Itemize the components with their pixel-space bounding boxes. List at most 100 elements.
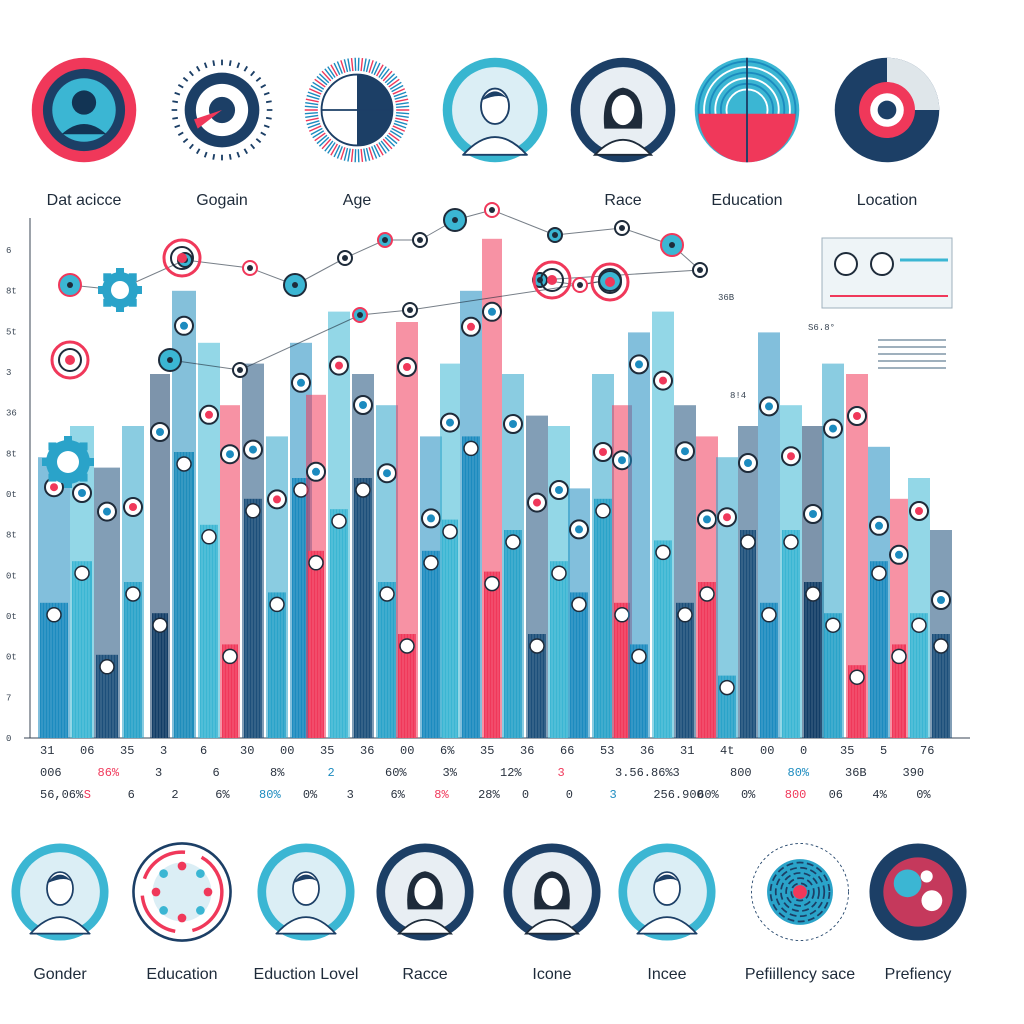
bar [38,457,70,738]
woman-portrait-icon [373,840,477,944]
gear-icon [42,436,94,488]
table-cell: 800 [784,788,807,802]
table-cell: 35 [840,744,855,758]
table-cell: 006 [40,766,62,780]
bar-marker [245,503,261,519]
table-cell: 0 [521,788,530,802]
table-cell: 31 [680,744,695,758]
table-cell: 8% [434,788,449,802]
bar-marker [571,596,587,613]
table-cell: 35 [120,744,135,758]
bar-marker [125,586,141,602]
annotation-label: 8!4 [730,391,746,401]
bar-marker [99,659,115,675]
table-cell: 31 [40,744,55,758]
bar-marker [423,555,439,571]
maze-globe-icon [748,840,852,944]
bar-marker [379,586,395,602]
bar-marker [269,596,285,613]
table-cell: 0 [800,744,808,758]
table-cell: 56,06% [40,788,84,802]
table-cell: S [83,788,91,802]
table-cell: 66 [560,744,575,758]
table-cell: 60% [385,766,407,780]
bar-marker [529,638,545,654]
bar [930,530,952,738]
bar-marker [551,565,567,581]
bar-marker [740,534,756,550]
table-cell: 8% [270,766,285,780]
table-cell: 86% [97,766,120,780]
table-cell: 3 [346,788,354,802]
striped-ring-icon [691,54,803,166]
badge-label: Gonder [33,966,87,983]
bar [822,363,844,738]
table-row: 006 86% 3 6 8% 2 60% 3% 12% 3 3.56.86% 3 800 80% 36B 39… [0,766,1024,784]
table-cell: 00 [760,744,775,758]
table-cell: 6% [215,788,230,802]
table-cell: 3.56.86% [615,766,673,780]
bar [780,405,802,738]
table-cell: 76 [920,744,935,758]
target-icon [166,54,278,166]
table-cell: 2 [327,766,335,780]
bar [420,436,442,738]
bar-marker [176,456,192,472]
table-cell: 00 [280,744,295,758]
table-cell: 4t [720,744,735,758]
table-cell: 00 [400,744,415,758]
bar-marker [595,503,611,519]
bar-marker [849,669,865,685]
bar-marker [631,648,647,665]
bar-marker [152,617,168,633]
table-cell: 390 [902,766,925,780]
y-tick-label: 0 [6,734,11,744]
target-ring-icon [162,238,202,278]
y-tick-label: 0t [6,653,17,663]
woman-portrait-icon [567,54,679,166]
man-portrait-icon [254,840,358,944]
bar [628,332,650,738]
bar [802,426,824,738]
y-tick-label: 7 [6,693,11,703]
table-cell: 2 [171,788,179,802]
badge-label: Dat acicce [46,192,122,209]
mini-legend-panel [821,237,953,309]
bar-marker [222,648,238,665]
y-tick-label: 0t [6,612,17,622]
bar [548,426,570,738]
bar-marker [805,586,821,602]
network-ring-icon [130,840,234,944]
target-ring-icon [50,340,90,380]
table-row: 31 06 35 3 6 30 00 35 36 00 6% 35 36 66 53 36 31 4t 00 0 35 5… [0,744,1024,762]
bar [482,238,502,739]
bar-marker [933,638,949,654]
bar [612,405,632,738]
table-cell: 3 [160,744,168,758]
mini-text-panel [878,339,946,369]
bar-marker [74,565,90,581]
bar-marker [484,575,500,592]
bar-marker [677,607,693,623]
bar [890,498,908,738]
table-cell: 36 [520,744,535,758]
table-cell: 53 [600,744,615,758]
table-cell: 80% [259,788,281,802]
radial-pie-icon [301,54,413,166]
bar-marker [891,648,907,665]
table-cell: 3 [609,788,617,802]
table-cell: 6 [212,766,220,780]
bar-marker [825,617,841,633]
bar [352,374,374,738]
y-tick-label: 0t [6,490,17,500]
badge-label: Education [146,966,218,983]
table-cell: 0% [740,788,756,802]
bar [460,290,482,738]
woman-portrait-icon [500,840,604,944]
table-cell: 12% [500,766,522,780]
man-portrait-icon [8,840,112,944]
bar [652,311,674,738]
bar-marker [399,638,415,654]
bar-marker [614,607,630,623]
table-cell: 35 [320,744,335,758]
